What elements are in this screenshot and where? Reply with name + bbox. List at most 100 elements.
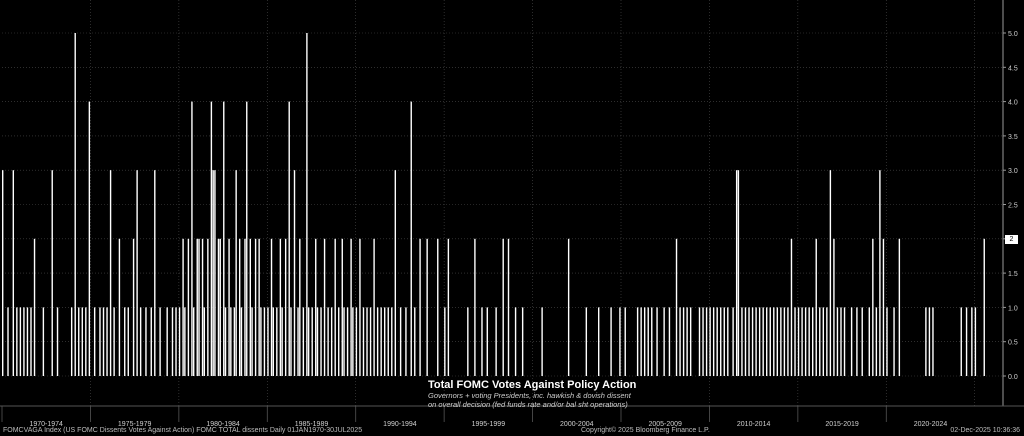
dissent-bar <box>640 307 642 376</box>
dissent-bar <box>26 307 29 376</box>
y-tick-label: 1.5 <box>1008 271 1018 278</box>
dissent-bar <box>233 307 236 376</box>
dissent-bar <box>193 307 195 376</box>
dissent-bar <box>7 307 9 376</box>
dissent-bar <box>74 33 76 376</box>
dissent-bar <box>776 307 779 376</box>
chart-subtitle-2: on overall decision (fed funds rate and/… <box>428 400 628 409</box>
dissent-bar <box>932 307 934 376</box>
grid-lines <box>2 0 1003 406</box>
dissent-bar <box>207 238 209 376</box>
dissent-bar <box>598 307 600 376</box>
dissent-bar <box>702 307 704 376</box>
dissent-bar <box>861 307 863 376</box>
dissent-bar <box>93 307 96 376</box>
dissent-bar <box>12 170 15 376</box>
dissent-bar <box>716 307 718 376</box>
dissent-bar <box>822 307 825 376</box>
dissent-bar <box>235 170 237 376</box>
dissent-bar <box>405 307 407 376</box>
footer-source: FOMCVAGA Index (US FOMC Dissents Votes A… <box>3 427 363 434</box>
dissent-bar <box>762 307 764 376</box>
dissent-bar <box>495 307 497 376</box>
dissent-bar <box>971 307 973 376</box>
dissent-bar <box>276 307 278 376</box>
dissent-bar <box>70 307 73 376</box>
y-axis: 0.00.51.01.52.02.53.03.54.04.55.0 <box>1002 0 1018 406</box>
x-tick-label: 2010-2014 <box>737 421 771 428</box>
dissent-bar <box>624 307 626 376</box>
dissent-bar <box>346 307 349 376</box>
dissent-bar <box>136 170 138 376</box>
dissent-bar <box>244 238 246 376</box>
dissent-bar <box>829 170 832 376</box>
dissent-bar <box>735 170 738 376</box>
dissent-bar <box>790 238 793 376</box>
dissent-bar <box>836 307 839 376</box>
dissent-bar <box>882 238 885 376</box>
dissent-bar <box>191 101 193 376</box>
dissent-bar <box>281 307 283 376</box>
dissent-bar <box>341 238 343 376</box>
y-tick-label: 3.5 <box>1008 134 1018 141</box>
dissent-bar <box>410 101 412 376</box>
dissent-bar <box>737 170 740 376</box>
dissent-bar <box>350 238 352 376</box>
dissent-bar <box>437 238 439 376</box>
dissent-bar <box>175 307 177 376</box>
y-tick-label: 4.0 <box>1008 100 1018 107</box>
dissent-bar <box>359 238 361 376</box>
dissent-bar <box>447 238 450 376</box>
dissent-bar <box>758 307 761 376</box>
dissent-bar <box>334 238 336 376</box>
dissent-bar <box>299 238 301 376</box>
dissent-bar <box>288 101 290 376</box>
dissent-bar <box>850 307 853 376</box>
dissent-bar <box>804 307 807 376</box>
dissent-bar <box>23 307 25 376</box>
dissent-bar <box>720 307 722 376</box>
dissent-bar <box>124 307 126 376</box>
dissent-bar <box>872 238 874 376</box>
dissent-bar <box>391 307 393 376</box>
dissent-bar <box>267 307 269 376</box>
dissent-bar <box>19 307 22 376</box>
dissent-bar <box>316 307 319 376</box>
dissent-bar <box>352 307 354 376</box>
dissent-bar <box>744 307 747 376</box>
dissent-bar <box>246 101 248 376</box>
dissent-bar <box>797 307 800 376</box>
dissent-bar <box>384 307 386 376</box>
dissent-bar <box>514 307 517 376</box>
dissent-bar <box>217 238 220 376</box>
dissent-bar <box>230 307 232 376</box>
x-tick-label: 1975-1979 <box>118 421 152 428</box>
dissent-bar <box>196 238 198 376</box>
dissent-bar <box>284 238 287 376</box>
dissent-bar <box>898 238 901 376</box>
dissent-bar <box>682 307 685 376</box>
dissent-bar <box>210 101 213 376</box>
dissent-bar <box>723 307 725 376</box>
dissent-bar <box>794 307 796 376</box>
dissent-bar <box>343 307 345 376</box>
dissent-bar <box>868 307 870 376</box>
dissent-bar <box>240 307 243 376</box>
y-tick-label: 4.5 <box>1008 65 1018 72</box>
dissent-bar <box>541 307 543 376</box>
dissent-bar <box>893 307 895 376</box>
dissent-bar <box>651 307 653 376</box>
dissent-bar <box>815 238 817 376</box>
x-tick-label: 1980-1984 <box>206 421 240 428</box>
dissent-bar <box>139 307 142 376</box>
x-tick-label: 1985-1989 <box>295 421 329 428</box>
dissent-bar <box>198 238 200 376</box>
dissent-bar <box>686 307 688 376</box>
footer-copyright: Copyright© 2025 Bloomberg Finance L.P. <box>581 427 710 434</box>
dissent-bar <box>928 307 931 376</box>
dissent-bar <box>486 307 488 376</box>
dissent-bar <box>787 307 789 376</box>
dissent-bar <box>709 307 711 376</box>
dissent-bar <box>567 238 570 376</box>
